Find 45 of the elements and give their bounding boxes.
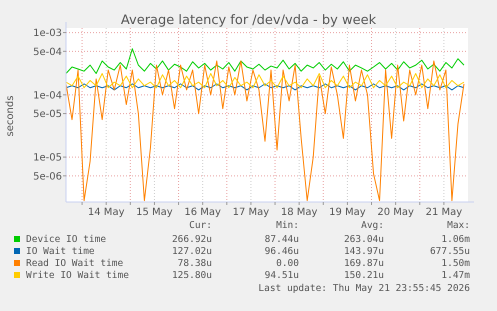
text: Cur: (189, 220, 212, 231)
x-tick-label: 16 May (184, 207, 222, 218)
y-tick-label: 1e-05 (33, 152, 62, 164)
text: 127.02u (172, 246, 212, 257)
x-tick-label: 14 May (88, 207, 125, 218)
text: 125.80u (172, 270, 212, 281)
text: 78.38u (178, 258, 212, 269)
text: 263.04u (344, 234, 384, 245)
text: Avg: (361, 220, 384, 231)
x-tick-label: 21 May (426, 207, 462, 218)
y-tick-label: 1e-03 (33, 28, 62, 40)
text: 150.21u (344, 270, 384, 281)
text: Max: (447, 220, 470, 231)
line-series (66, 60, 464, 202)
x-tick-label: 18 May (280, 207, 318, 218)
y-tick-label: 5e-06 (33, 171, 62, 182)
y-tick-label: 5e-04 (33, 46, 62, 58)
line-series (66, 48, 464, 74)
y-tick-label: 1e-04 (33, 90, 62, 102)
text: Min: (276, 220, 299, 231)
x-tick-label: 20 May (377, 207, 414, 218)
x-tick-label: 15 May (136, 207, 173, 218)
text: 94.51u (264, 270, 299, 281)
y-tick-label: 5e-05 (33, 109, 62, 120)
text: Last update: Thu May 21 23:55:45 2026 (258, 283, 470, 294)
line-series (66, 73, 464, 88)
text: 1.47m (441, 270, 470, 281)
x-tick-label: 19 May (329, 207, 366, 218)
line-series (66, 83, 464, 90)
text: 266.92u (172, 234, 212, 245)
text: 1.50m (441, 258, 470, 269)
text: 1.06m (441, 234, 470, 245)
text: 0.00 (276, 258, 300, 269)
legend-label: IO Wait time (26, 246, 95, 257)
chart-title: Average latency for /dev/vda - by week (120, 13, 377, 28)
legend-label: Write IO Wait time (26, 270, 130, 281)
y-axis-title: seconds (5, 96, 16, 136)
text: 169.87u (344, 258, 384, 269)
text: 87.44u (264, 234, 299, 245)
text: 96.46u (264, 246, 299, 257)
text: 143.97u (344, 246, 384, 257)
legend-label: Read IO Wait time (26, 258, 124, 269)
legend-label: Device IO time (26, 234, 106, 245)
x-tick-label: 17 May (232, 207, 270, 218)
text: 677.55u (430, 246, 470, 257)
